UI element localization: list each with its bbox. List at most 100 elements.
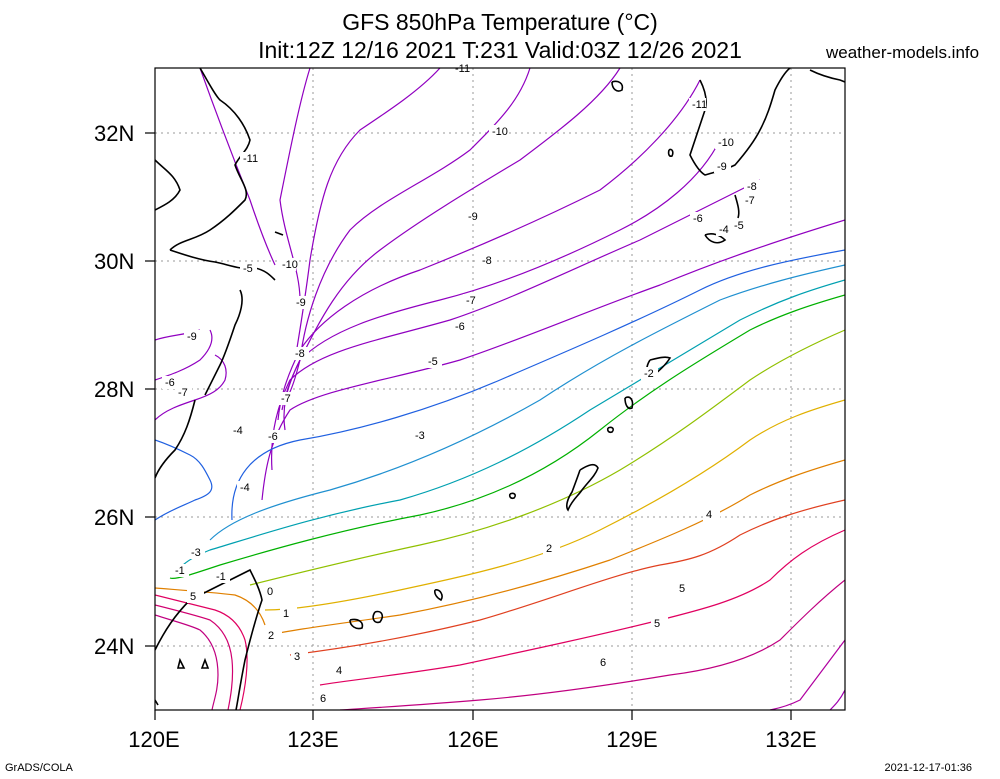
contour-label: -3 <box>415 430 425 442</box>
lon-label: 123E <box>287 727 338 752</box>
contour-labels: -11-11-11-10-10-10-9-9-9-9-8-8-8-7-7-7-7… <box>162 62 761 705</box>
contour-label-bg <box>651 617 668 630</box>
contour-label-bg <box>172 564 189 577</box>
contour-label-bg <box>543 542 560 555</box>
contour-label-bg <box>333 664 350 677</box>
contour-label: -8 <box>295 348 305 360</box>
contour-label: -7 <box>281 393 291 405</box>
contour-label: -7 <box>745 195 755 207</box>
contour-label: -6 <box>693 213 703 225</box>
contour-label-bg <box>463 294 480 307</box>
contour-label-bg <box>641 367 658 380</box>
contour-label-bg <box>240 262 257 275</box>
contour-label: -3 <box>191 547 201 559</box>
contour-label: 5 <box>190 591 196 603</box>
contour-label-bg <box>676 582 693 595</box>
lon-label: 120E <box>128 727 179 752</box>
contour-label-bg <box>742 194 759 207</box>
software-credit: GrADS/COLA <box>5 762 73 774</box>
contour-label: -1 <box>216 571 226 583</box>
contour-label-bg <box>162 376 179 389</box>
contour-label: -9 <box>187 331 197 343</box>
contour-label-bg <box>279 258 296 271</box>
contour-label: 5 <box>654 618 660 630</box>
contour-label-bg <box>175 386 192 399</box>
contour-label: -11 <box>455 63 470 75</box>
contour-label: -5 <box>428 356 438 368</box>
contour-label: -1 <box>175 565 185 577</box>
contour-label-bg <box>715 136 732 149</box>
lon-label: 132E <box>765 727 816 752</box>
contour-label-bg <box>184 330 201 343</box>
contour-label: -11 <box>692 99 707 111</box>
contour-label-bg <box>264 585 281 598</box>
site-credit: weather-models.info <box>826 43 980 62</box>
contour-label-bg <box>412 429 429 442</box>
contour-label-bg <box>744 180 761 193</box>
contour-label: -4 <box>240 482 250 494</box>
contour-label-bg <box>188 546 205 559</box>
contour-label-bg <box>731 219 748 232</box>
contour-label-bg <box>479 254 496 267</box>
contour-label-bg <box>703 508 720 521</box>
lat-label: 24N <box>94 634 134 659</box>
grid-lines <box>155 68 845 710</box>
contour-label: -7 <box>466 295 476 307</box>
contour-label: 6 <box>320 693 326 705</box>
contour-label: -9 <box>717 161 727 173</box>
contour-label-bg <box>317 692 334 705</box>
contour-label-bg <box>716 223 733 236</box>
contour-label-bg <box>237 481 254 494</box>
contour-label: -6 <box>165 377 175 389</box>
contour-label: -9 <box>468 211 478 223</box>
contour-label: -11 <box>243 153 258 165</box>
contour-label: 4 <box>706 509 712 521</box>
contour-label: -10 <box>718 137 734 149</box>
contour-label-bg <box>690 212 707 225</box>
lat-label: 32N <box>94 121 134 146</box>
contour-label-bg <box>597 656 614 669</box>
contour-label: -9 <box>296 297 306 309</box>
contour-label: 3 <box>294 651 300 663</box>
contour-label-bg <box>187 590 204 603</box>
contour-label: 2 <box>546 543 552 555</box>
map-frame <box>145 67 846 720</box>
contour-label-bg <box>278 392 295 405</box>
contour-label: -5 <box>243 263 253 275</box>
contour-lines <box>155 68 845 710</box>
lat-label: 30N <box>94 249 134 274</box>
contour-label: 6 <box>600 657 606 669</box>
contour-label-bg <box>265 430 282 443</box>
contour-label-bg <box>489 125 506 138</box>
timestamp: 2021-12-17-01:36 <box>884 762 972 774</box>
contour-label-bg <box>689 98 706 111</box>
contour-label-bg <box>293 296 310 309</box>
lon-label: 126E <box>447 727 498 752</box>
contour-label: -2 <box>644 368 654 380</box>
contour-label-bg <box>291 650 308 663</box>
contour-label: -8 <box>747 181 757 193</box>
contour-label: -7 <box>178 387 188 399</box>
contour-label: 0 <box>267 586 273 598</box>
contour-label: 5 <box>679 583 685 595</box>
contour-label: -5 <box>734 220 744 232</box>
contour-label: -4 <box>719 224 729 236</box>
contour-label: -4 <box>233 425 243 437</box>
contour-label-bg <box>230 424 247 437</box>
contour-label-bg <box>240 152 257 165</box>
lat-label: 28N <box>94 377 134 402</box>
contour-label: -10 <box>282 259 298 271</box>
lon-label: 129E <box>606 727 657 752</box>
contour-label-bg <box>425 355 442 368</box>
contour-label-bg <box>452 320 469 333</box>
contour-label-bg <box>265 629 282 642</box>
map-subtitle: Init:12Z 12/16 2021 T:231 Valid:03Z 12/2… <box>258 37 742 63</box>
lat-label: 26N <box>94 505 134 530</box>
contour-label: -6 <box>268 431 278 443</box>
map-title: GFS 850hPa Temperature (°C) <box>342 9 658 35</box>
contour-label: -10 <box>492 126 508 138</box>
axis-labels: 32N 30N 28N 26N 24N 120E 123E 126E 129E … <box>94 121 817 752</box>
contour-label-bg <box>280 607 297 620</box>
contour-label: -6 <box>455 321 465 333</box>
